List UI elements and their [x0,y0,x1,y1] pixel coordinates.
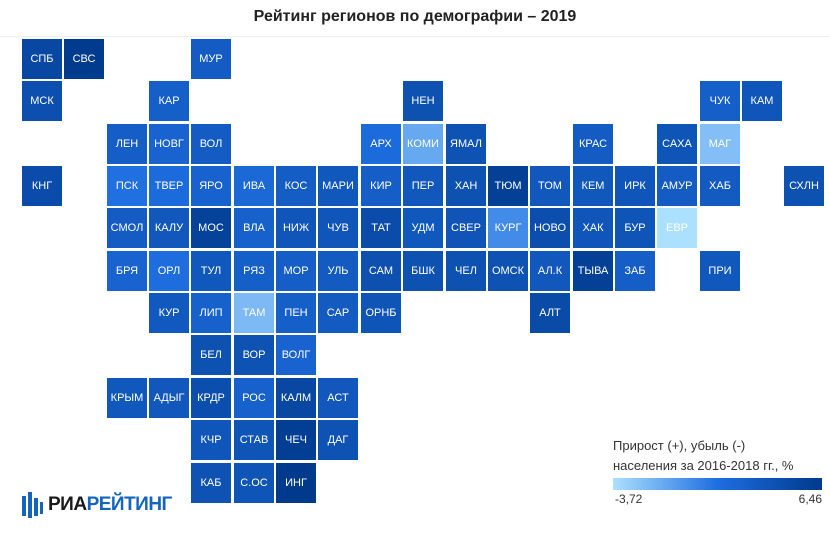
ria-rating-logo: РИА РЕЙТИНГ [20,490,172,520]
region-cell-14[interactable]: КРАС [573,124,613,164]
region-cell-1[interactable]: СВС [64,39,104,79]
region-cell-80[interactable]: ЧЕЧ [276,420,316,460]
region-cell-25[interactable]: ПЕР [403,166,443,206]
region-cell-56[interactable]: ЧЕЛ [446,251,486,291]
logo-word-rating: РЕЙТИНГ [86,494,173,515]
region-cell-27[interactable]: ТЮМ [488,166,528,206]
color-legend: Прирост (+), убыль (-) населения за 2016… [613,436,825,508]
region-cell-42[interactable]: СВЕР [446,208,486,248]
region-cell-70[interactable]: ВОР [234,335,274,375]
region-cell-67[interactable]: ОРНБ [361,293,401,333]
region-cell-74[interactable]: КРДР [191,378,231,418]
region-cell-23[interactable]: МАРИ [318,166,358,206]
region-cell-5[interactable]: НЕН [403,81,443,121]
region-cell-36[interactable]: МОС [191,208,231,248]
region-cell-79[interactable]: СТАВ [234,420,274,460]
region-cell-51[interactable]: РЯЗ [234,251,274,291]
region-cell-31[interactable]: АМУР [657,166,697,206]
region-cell-75[interactable]: РОС [234,378,274,418]
region-cell-73[interactable]: АДЫГ [149,378,189,418]
region-cell-64[interactable]: ТАМ [234,293,274,333]
legend-max-label: 6,46 [798,492,822,506]
region-cell-62[interactable]: КУР [149,293,189,333]
region-cell-17[interactable]: КНГ [22,166,62,206]
region-cell-69[interactable]: БЕЛ [191,335,231,375]
region-cell-50[interactable]: ТУЛ [191,251,231,291]
legend-min-label: -3,72 [615,492,643,506]
legend-ticks: -3,72 6,46 [613,492,825,508]
region-cell-6[interactable]: ЧУК [700,81,740,121]
region-cell-0[interactable]: СПБ [22,39,62,79]
region-cell-9[interactable]: НОВГ [149,124,189,164]
region-cell-40[interactable]: ТАТ [361,208,401,248]
region-cell-46[interactable]: БУР [615,208,655,248]
region-cell-20[interactable]: ЯРО [191,166,231,206]
region-cell-68[interactable]: АЛТ [530,293,570,333]
region-cell-47[interactable]: ЕВР [657,208,697,248]
region-cell-49[interactable]: ОРЛ [149,251,189,291]
region-cell-63[interactable]: ЛИП [191,293,231,333]
legend-gradient-bar [613,478,822,490]
region-cell-43[interactable]: КУРГ [488,208,528,248]
region-cell-39[interactable]: ЧУВ [318,208,358,248]
region-cell-24[interactable]: КИР [361,166,401,206]
region-cell-34[interactable]: СМОЛ [107,208,147,248]
region-cell-71[interactable]: ВОЛГ [276,335,316,375]
region-cell-83[interactable]: С.ОС [234,463,274,503]
region-cell-77[interactable]: АСТ [318,378,358,418]
region-cell-28[interactable]: ТОМ [530,166,570,206]
region-cell-22[interactable]: КОС [276,166,316,206]
region-cell-15[interactable]: САХА [657,124,697,164]
region-cell-81[interactable]: ДАГ [318,420,358,460]
region-cell-58[interactable]: АЛ.К [530,251,570,291]
region-cell-52[interactable]: МОР [276,251,316,291]
region-cell-59[interactable]: ТЫВА [573,251,613,291]
region-cell-26[interactable]: ХАН [446,166,486,206]
region-cell-21[interactable]: ИВА [234,166,274,206]
region-cell-84[interactable]: ИНГ [276,463,316,503]
region-cell-65[interactable]: ПЕН [276,293,316,333]
region-cell-55[interactable]: БШК [403,251,443,291]
region-cell-13[interactable]: ЯМАЛ [446,124,486,164]
region-cell-30[interactable]: ИРК [615,166,655,206]
region-cell-16[interactable]: МАГ [700,124,740,164]
region-cell-18[interactable]: ПСК [107,166,147,206]
region-cell-61[interactable]: ПРИ [700,251,740,291]
region-cell-54[interactable]: САМ [361,251,401,291]
region-cell-48[interactable]: БРЯ [107,251,147,291]
region-cell-53[interactable]: УЛЬ [318,251,358,291]
legend-title-line2: населения за 2016-2018 гг., % [613,458,794,473]
region-cell-4[interactable]: КАР [149,81,189,121]
region-cell-32[interactable]: ХАБ [700,166,740,206]
region-cell-57[interactable]: ОМСК [488,251,528,291]
region-cell-44[interactable]: НОВО [530,208,570,248]
legend-title-line1: Прирост (+), убыль (-) [613,438,746,453]
region-cell-10[interactable]: ВОЛ [191,124,231,164]
region-cell-3[interactable]: МСК [22,81,62,121]
region-cell-2[interactable]: МУР [191,39,231,79]
region-cell-11[interactable]: АРХ [361,124,401,164]
region-cell-72[interactable]: КРЫМ [107,378,147,418]
ria-logo-icon [22,492,43,518]
region-cell-19[interactable]: ТВЕР [149,166,189,206]
region-cell-35[interactable]: КАЛУ [149,208,189,248]
region-cell-76[interactable]: КАЛМ [276,378,316,418]
chart-title: Рейтинг регионов по демографии – 2019 [253,8,577,25]
region-cell-8[interactable]: ЛЕН [107,124,147,164]
logo-word-ria: РИА [48,494,87,515]
region-cell-60[interactable]: ЗАБ [615,251,655,291]
region-cell-7[interactable]: КАМ [742,81,782,121]
region-cell-45[interactable]: ХАК [573,208,613,248]
region-cell-66[interactable]: САР [318,293,358,333]
region-cell-33[interactable]: СХЛН [784,166,824,206]
region-cell-29[interactable]: КЕМ [573,166,613,206]
title-divider [0,36,830,37]
region-cell-41[interactable]: УДМ [403,208,443,248]
region-cell-37[interactable]: ВЛА [234,208,274,248]
region-cell-82[interactable]: КАБ [191,463,231,503]
region-cell-38[interactable]: НИЖ [276,208,316,248]
region-cell-78[interactable]: КЧР [191,420,231,460]
region-cell-12[interactable]: КОМИ [403,124,443,164]
